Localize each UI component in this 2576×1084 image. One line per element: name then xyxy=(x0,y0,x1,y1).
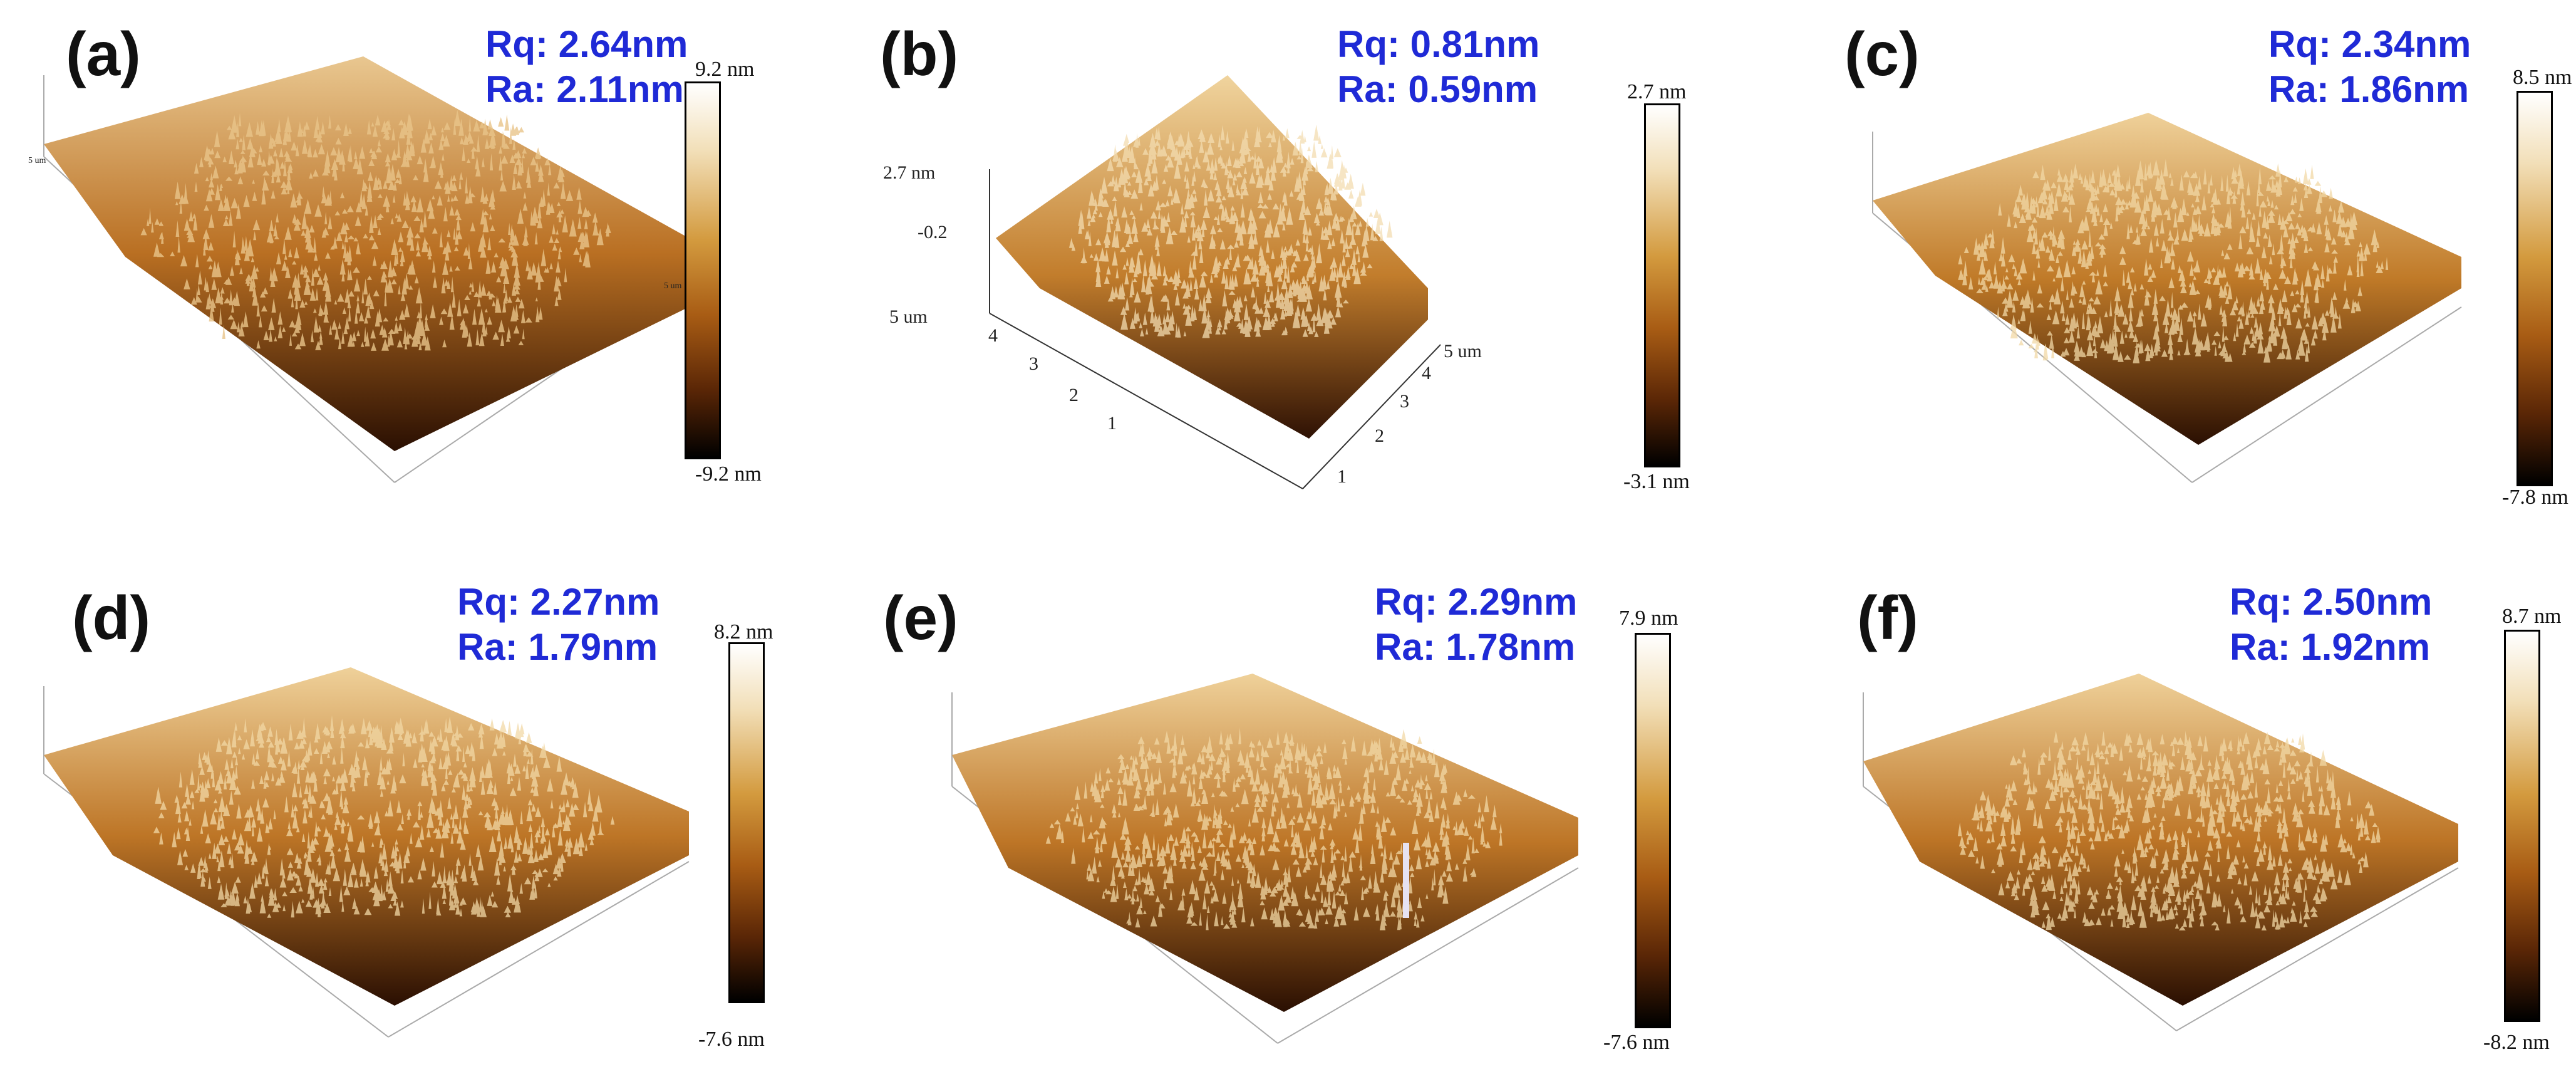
panel-a: (a) Rq: 2.64nm Ra: 2.11nm 5 um 5 um 9.2 … xyxy=(0,0,858,542)
color-scale-bar xyxy=(2517,91,2553,486)
surface-mesh xyxy=(44,56,689,451)
scale-max: 8.5 nm xyxy=(2513,66,2572,89)
panel-d: (d) Rq: 2.27nm Ra: 1.79nm 8.2 nm -7.6 nm xyxy=(0,542,858,1084)
color-scale-bar xyxy=(2504,630,2540,1022)
panel-label: (c) xyxy=(1844,19,1920,88)
rq-value: Rq: 2.29nm xyxy=(1375,581,1578,623)
scale-min: -3.1 nm xyxy=(1623,470,1690,493)
ra-value: Ra: 2.11nm xyxy=(485,68,684,110)
rq-value: Rq: 2.27nm xyxy=(457,581,660,623)
x-tick: 1 xyxy=(1337,466,1347,487)
panel-b: (b) Rq: 0.81nm Ra: 0.59nm 2.7 nm -0.2 5 … xyxy=(858,0,1735,542)
x-tick: 3 xyxy=(1400,391,1409,412)
x-tick: 2 xyxy=(1375,425,1384,446)
panel-label: (b) xyxy=(880,19,959,88)
scale-min: -7.6 nm xyxy=(1603,1031,1670,1054)
bright-spike xyxy=(1403,843,1409,918)
rq-value: Rq: 2.64nm xyxy=(485,23,688,65)
panel-e: (e) Rq: 2.29nm Ra: 1.78nm 7.9 nm -7.6 nm xyxy=(858,542,1735,1084)
svg-text:5 um: 5 um xyxy=(28,156,46,165)
afm-surface-plot xyxy=(1863,674,2459,1031)
scale-max: 8.7 nm xyxy=(2502,605,2562,628)
scale-min: -9.2 nm xyxy=(695,462,762,486)
color-scale-bar xyxy=(1644,103,1680,467)
scale-min: -8.2 nm xyxy=(2483,1031,2550,1054)
x-tick: 4 xyxy=(1422,363,1431,383)
rq-value: Rq: 2.50nm xyxy=(2230,581,2433,623)
y-tick: 4 xyxy=(988,325,998,346)
scale-max: 2.7 nm xyxy=(1627,80,1687,103)
color-scale-bar xyxy=(1635,633,1671,1028)
roughness-values: Rq: 2.34nm Ra: 1.86nm xyxy=(2268,22,2471,112)
scale-max: 7.9 nm xyxy=(1619,607,1679,630)
surface-peaks xyxy=(1957,730,2381,930)
surface-peaks xyxy=(1045,727,1503,930)
rq-value: Rq: 2.34nm xyxy=(2268,23,2471,65)
afm-surface-plot xyxy=(1872,113,2462,483)
ra-value: Ra: 0.59nm xyxy=(1337,68,1538,110)
panel-f: (f) Rq: 2.50nm Ra: 1.92nm 8.7 nm -8.2 nm xyxy=(1735,542,2576,1084)
roughness-values: Rq: 0.81nm Ra: 0.59nm xyxy=(1337,22,1539,112)
panel-label: (d) xyxy=(72,583,151,652)
ra-value: Ra: 1.92nm xyxy=(2230,626,2431,668)
roughness-values: Rq: 2.50nm Ra: 1.92nm xyxy=(2230,580,2432,670)
scale-max: 8.2 nm xyxy=(714,620,773,644)
z-axis-top: 2.7 nm xyxy=(883,162,935,183)
afm-surface-plot xyxy=(43,667,690,1038)
afm-surface-plot: 5 um 5 um xyxy=(28,56,690,483)
ra-value: Ra: 1.78nm xyxy=(1375,626,1576,668)
y-tick: 1 xyxy=(1107,413,1117,434)
z-axis-mid: -0.2 xyxy=(918,222,948,242)
color-scale-bar xyxy=(728,642,765,1003)
panel-label: (a) xyxy=(66,19,141,88)
roughness-values: Rq: 2.27nm Ra: 1.79nm xyxy=(457,580,660,670)
afm-surface-plot: 2.7 nm -0.2 5 um 5 um 4 3 2 1 1 2 3 4 xyxy=(883,75,1482,489)
scale-max: 9.2 nm xyxy=(695,58,755,81)
surface-mesh xyxy=(1873,113,2461,445)
surface-peaks xyxy=(1068,124,1393,338)
surface-peaks xyxy=(140,110,611,351)
afm-surface-plot xyxy=(951,674,1579,1044)
y-tick: 2 xyxy=(1069,385,1079,405)
roughness-values: Rq: 2.29nm Ra: 1.78nm xyxy=(1375,580,1577,670)
ra-value: Ra: 1.86nm xyxy=(2268,68,2470,110)
rq-value: Rq: 0.81nm xyxy=(1337,23,1540,65)
x-axis-corner: 5 um xyxy=(1444,341,1482,362)
surface-peaks xyxy=(153,715,615,918)
scale-min: -7.6 nm xyxy=(698,1028,765,1051)
surface-peaks xyxy=(1958,159,2389,363)
ra-value: Ra: 1.79nm xyxy=(457,626,658,668)
color-scale-bar xyxy=(685,81,721,459)
panel-label: (f) xyxy=(1857,583,1918,652)
roughness-values: Rq: 2.64nm Ra: 2.11nm xyxy=(485,22,688,112)
panel-label: (e) xyxy=(883,583,958,652)
scale-min: -7.8 nm xyxy=(2502,486,2568,509)
surface-mesh xyxy=(996,75,1428,439)
panel-c: (c) Rq: 2.34nm Ra: 1.86nm 8.5 nm -7.8 nm xyxy=(1735,0,2576,542)
surface-mesh xyxy=(1863,674,2458,1006)
svg-text:5 um: 5 um xyxy=(664,281,682,291)
y-tick: 3 xyxy=(1029,353,1038,374)
y-axis-corner: 5 um xyxy=(889,306,928,327)
